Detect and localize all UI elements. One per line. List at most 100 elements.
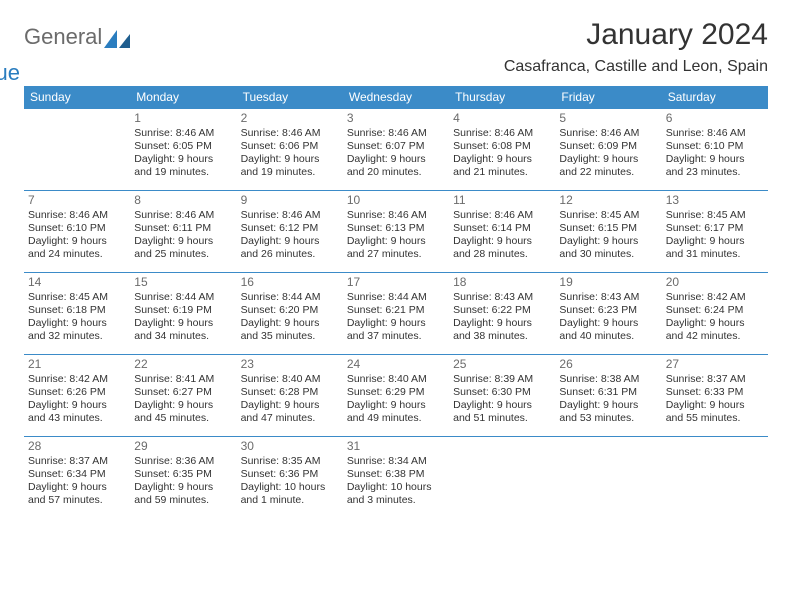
- calendar-day-cell: 5Sunrise: 8:46 AMSunset: 6:09 PMDaylight…: [555, 109, 661, 191]
- daylight-line: Daylight: 9 hours and 21 minutes.: [453, 153, 551, 179]
- sunset-line: Sunset: 6:06 PM: [241, 140, 339, 153]
- daylight-line: Daylight: 9 hours and 42 minutes.: [666, 317, 764, 343]
- calendar-day-cell: 27Sunrise: 8:37 AMSunset: 6:33 PMDayligh…: [662, 355, 768, 437]
- calendar-day-cell: 14Sunrise: 8:45 AMSunset: 6:18 PMDayligh…: [24, 273, 130, 355]
- daylight-line: Daylight: 9 hours and 26 minutes.: [241, 235, 339, 261]
- sunrise-line: Sunrise: 8:45 AM: [28, 291, 126, 304]
- logo-word-2: Blue: [0, 62, 82, 84]
- sunrise-line: Sunrise: 8:46 AM: [28, 209, 126, 222]
- daylight-line: Daylight: 9 hours and 25 minutes.: [134, 235, 232, 261]
- sunrise-line: Sunrise: 8:45 AM: [559, 209, 657, 222]
- sunset-line: Sunset: 6:17 PM: [666, 222, 764, 235]
- calendar-empty-cell: [555, 437, 661, 519]
- calendar-day-cell: 19Sunrise: 8:43 AMSunset: 6:23 PMDayligh…: [555, 273, 661, 355]
- daylight-line: Daylight: 9 hours and 23 minutes.: [666, 153, 764, 179]
- daylight-line: Daylight: 9 hours and 49 minutes.: [347, 399, 445, 425]
- logo-sail-icon: [104, 30, 130, 48]
- sunset-line: Sunset: 6:38 PM: [347, 468, 445, 481]
- logo-word-1: General: [24, 26, 102, 48]
- sunrise-line: Sunrise: 8:36 AM: [134, 455, 232, 468]
- daylight-line: Daylight: 9 hours and 59 minutes.: [134, 481, 232, 507]
- day-number: 28: [28, 439, 126, 454]
- weekday-header: Thursday: [449, 86, 555, 109]
- day-number: 9: [241, 193, 339, 208]
- sunset-line: Sunset: 6:08 PM: [453, 140, 551, 153]
- daylight-line: Daylight: 10 hours and 3 minutes.: [347, 481, 445, 507]
- calendar-day-cell: 3Sunrise: 8:46 AMSunset: 6:07 PMDaylight…: [343, 109, 449, 191]
- day-number: 19: [559, 275, 657, 290]
- day-number: 26: [559, 357, 657, 372]
- sunset-line: Sunset: 6:31 PM: [559, 386, 657, 399]
- daylight-line: Daylight: 9 hours and 53 minutes.: [559, 399, 657, 425]
- weekday-header: Tuesday: [237, 86, 343, 109]
- day-number: 5: [559, 111, 657, 126]
- day-number: 29: [134, 439, 232, 454]
- calendar-day-cell: 25Sunrise: 8:39 AMSunset: 6:30 PMDayligh…: [449, 355, 555, 437]
- calendar-day-cell: 4Sunrise: 8:46 AMSunset: 6:08 PMDaylight…: [449, 109, 555, 191]
- daylight-line: Daylight: 9 hours and 19 minutes.: [241, 153, 339, 179]
- daylight-line: Daylight: 9 hours and 20 minutes.: [347, 153, 445, 179]
- sunset-line: Sunset: 6:20 PM: [241, 304, 339, 317]
- calendar-day-cell: 28Sunrise: 8:37 AMSunset: 6:34 PMDayligh…: [24, 437, 130, 519]
- calendar-day-cell: 2Sunrise: 8:46 AMSunset: 6:06 PMDaylight…: [237, 109, 343, 191]
- daylight-line: Daylight: 9 hours and 37 minutes.: [347, 317, 445, 343]
- sunrise-line: Sunrise: 8:38 AM: [559, 373, 657, 386]
- sunset-line: Sunset: 6:30 PM: [453, 386, 551, 399]
- daylight-line: Daylight: 9 hours and 31 minutes.: [666, 235, 764, 261]
- sunset-line: Sunset: 6:10 PM: [28, 222, 126, 235]
- daylight-line: Daylight: 9 hours and 43 minutes.: [28, 399, 126, 425]
- day-number: 22: [134, 357, 232, 372]
- daylight-line: Daylight: 9 hours and 30 minutes.: [559, 235, 657, 261]
- calendar-empty-cell: [449, 437, 555, 519]
- sunrise-line: Sunrise: 8:43 AM: [559, 291, 657, 304]
- sunset-line: Sunset: 6:26 PM: [28, 386, 126, 399]
- sunrise-line: Sunrise: 8:46 AM: [241, 127, 339, 140]
- day-number: 27: [666, 357, 764, 372]
- day-number: 2: [241, 111, 339, 126]
- calendar-day-cell: 29Sunrise: 8:36 AMSunset: 6:35 PMDayligh…: [130, 437, 236, 519]
- sunrise-line: Sunrise: 8:46 AM: [347, 209, 445, 222]
- sunset-line: Sunset: 6:15 PM: [559, 222, 657, 235]
- day-number: 4: [453, 111, 551, 126]
- daylight-line: Daylight: 9 hours and 35 minutes.: [241, 317, 339, 343]
- calendar-week-row: 14Sunrise: 8:45 AMSunset: 6:18 PMDayligh…: [24, 273, 768, 355]
- daylight-line: Daylight: 9 hours and 57 minutes.: [28, 481, 126, 507]
- sunset-line: Sunset: 6:09 PM: [559, 140, 657, 153]
- sunset-line: Sunset: 6:21 PM: [347, 304, 445, 317]
- weekday-header: Saturday: [662, 86, 768, 109]
- calendar-day-cell: 22Sunrise: 8:41 AMSunset: 6:27 PMDayligh…: [130, 355, 236, 437]
- calendar-day-cell: 6Sunrise: 8:46 AMSunset: 6:10 PMDaylight…: [662, 109, 768, 191]
- day-number: 12: [559, 193, 657, 208]
- sunrise-line: Sunrise: 8:46 AM: [134, 209, 232, 222]
- daylight-line: Daylight: 9 hours and 55 minutes.: [666, 399, 764, 425]
- sunrise-line: Sunrise: 8:41 AM: [134, 373, 232, 386]
- calendar-day-cell: 13Sunrise: 8:45 AMSunset: 6:17 PMDayligh…: [662, 191, 768, 273]
- daylight-line: Daylight: 9 hours and 40 minutes.: [559, 317, 657, 343]
- day-number: 14: [28, 275, 126, 290]
- day-number: 16: [241, 275, 339, 290]
- sunrise-line: Sunrise: 8:44 AM: [347, 291, 445, 304]
- day-number: 21: [28, 357, 126, 372]
- daylight-line: Daylight: 10 hours and 1 minute.: [241, 481, 339, 507]
- sunrise-line: Sunrise: 8:40 AM: [241, 373, 339, 386]
- sunrise-line: Sunrise: 8:46 AM: [347, 127, 445, 140]
- weekday-header: Sunday: [24, 86, 130, 109]
- sunset-line: Sunset: 6:18 PM: [28, 304, 126, 317]
- calendar-day-cell: 16Sunrise: 8:44 AMSunset: 6:20 PMDayligh…: [237, 273, 343, 355]
- day-number: 18: [453, 275, 551, 290]
- daylight-line: Daylight: 9 hours and 27 minutes.: [347, 235, 445, 261]
- sunrise-line: Sunrise: 8:42 AM: [666, 291, 764, 304]
- daylight-line: Daylight: 9 hours and 32 minutes.: [28, 317, 126, 343]
- sunrise-line: Sunrise: 8:46 AM: [559, 127, 657, 140]
- calendar-day-cell: 24Sunrise: 8:40 AMSunset: 6:29 PMDayligh…: [343, 355, 449, 437]
- day-number: 1: [134, 111, 232, 126]
- day-number: 8: [134, 193, 232, 208]
- day-number: 30: [241, 439, 339, 454]
- page-title: January 2024: [504, 18, 768, 52]
- calendar-day-cell: 23Sunrise: 8:40 AMSunset: 6:28 PMDayligh…: [237, 355, 343, 437]
- daylight-line: Daylight: 9 hours and 45 minutes.: [134, 399, 232, 425]
- sunset-line: Sunset: 6:29 PM: [347, 386, 445, 399]
- weekday-header: Wednesday: [343, 86, 449, 109]
- daylight-line: Daylight: 9 hours and 34 minutes.: [134, 317, 232, 343]
- calendar-day-cell: 31Sunrise: 8:34 AMSunset: 6:38 PMDayligh…: [343, 437, 449, 519]
